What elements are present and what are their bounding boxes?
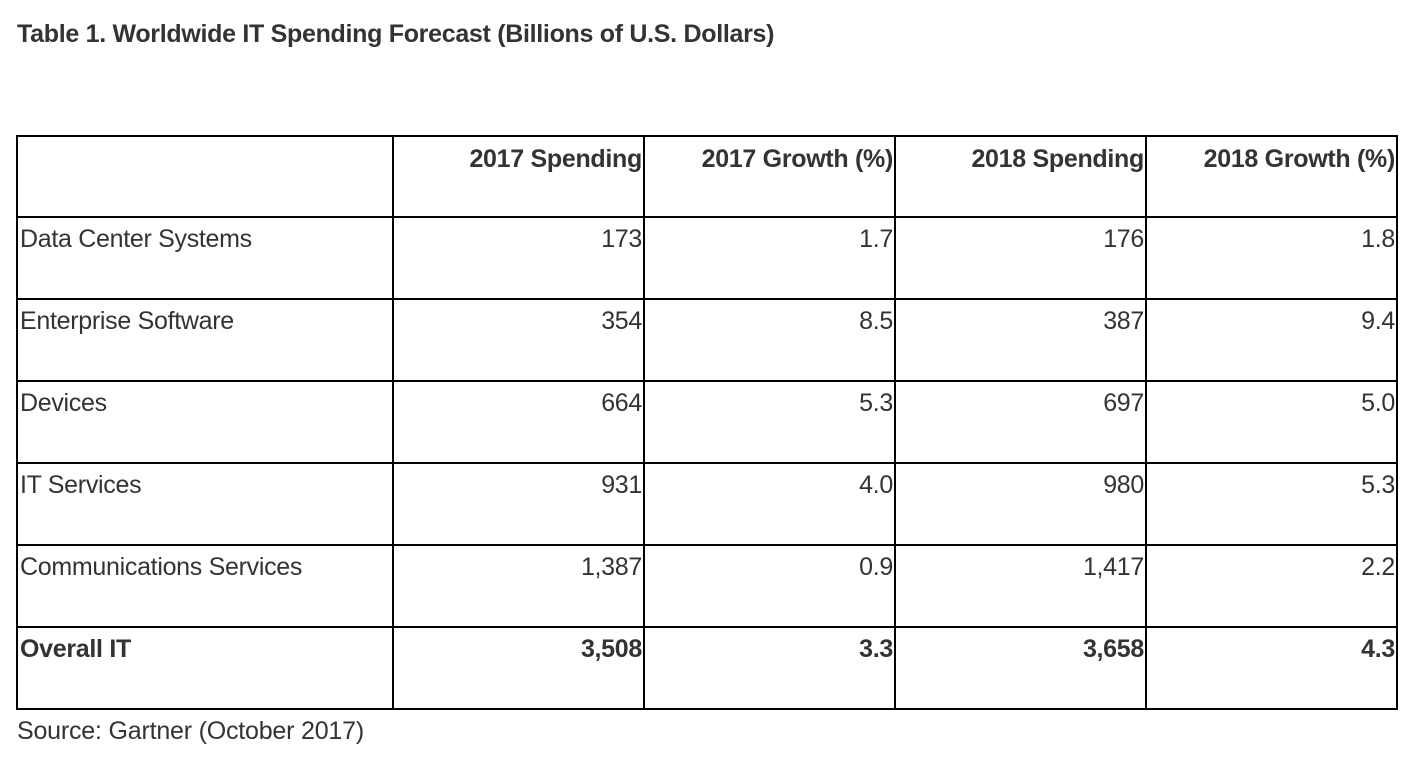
cell-2018-growth: 5.0 (1145, 380, 1398, 464)
total-label: Overall IT (16, 626, 394, 710)
cell-2017-growth: 4.0 (643, 462, 896, 546)
table-title: Table 1. Worldwide IT Spending Forecast … (17, 20, 775, 48)
cell-2018-spending: 697 (894, 380, 1147, 464)
table-row: Enterprise Software 354 8.5 387 9.4 (16, 298, 1398, 382)
cell-2017-growth: 8.5 (643, 298, 896, 382)
cell-2017-spending: 931 (392, 462, 645, 546)
row-label: Data Center Systems (16, 216, 394, 300)
row-label: Communications Services (16, 544, 394, 628)
cell-2017-growth: 0.9 (643, 544, 896, 628)
header-2017-growth: 2017 Growth (%) (643, 135, 896, 218)
row-label: IT Services (16, 462, 394, 546)
total-2017-spending: 3,508 (392, 626, 645, 710)
cell-2017-spending: 173 (392, 216, 645, 300)
cell-2017-spending: 1,387 (392, 544, 645, 628)
cell-2017-spending: 664 (392, 380, 645, 464)
cell-2018-spending: 387 (894, 298, 1147, 382)
table-row: IT Services 931 4.0 980 5.3 (16, 462, 1398, 546)
total-2018-spending: 3,658 (894, 626, 1147, 710)
cell-2018-spending: 176 (894, 216, 1147, 300)
table-row: Devices 664 5.3 697 5.0 (16, 380, 1398, 464)
cell-2017-growth: 5.3 (643, 380, 896, 464)
total-2017-growth: 3.3 (643, 626, 896, 710)
cell-2018-growth: 9.4 (1145, 298, 1398, 382)
cell-2018-spending: 980 (894, 462, 1147, 546)
cell-2018-growth: 1.8 (1145, 216, 1398, 300)
cell-2018-spending: 1,417 (894, 544, 1147, 628)
total-row: Overall IT 3,508 3.3 3,658 4.3 (16, 626, 1398, 710)
total-2018-growth: 4.3 (1145, 626, 1398, 710)
cell-2018-growth: 2.2 (1145, 544, 1398, 628)
header-2017-spending: 2017 Spending (392, 135, 645, 218)
cell-2017-spending: 354 (392, 298, 645, 382)
table-row: Data Center Systems 173 1.7 176 1.8 (16, 216, 1398, 300)
it-spending-table: 2017 Spending 2017 Growth (%) 2018 Spend… (16, 135, 1398, 710)
header-row: 2017 Spending 2017 Growth (%) 2018 Spend… (16, 135, 1398, 218)
table-row: Communications Services 1,387 0.9 1,417 … (16, 544, 1398, 628)
header-category (16, 135, 394, 218)
row-label: Enterprise Software (16, 298, 394, 382)
cell-2018-growth: 5.3 (1145, 462, 1398, 546)
source-note: Source: Gartner (October 2017) (17, 717, 364, 745)
cell-2017-growth: 1.7 (643, 216, 896, 300)
header-2018-growth: 2018 Growth (%) (1145, 135, 1398, 218)
row-label: Devices (16, 380, 394, 464)
header-2018-spending: 2018 Spending (894, 135, 1147, 218)
